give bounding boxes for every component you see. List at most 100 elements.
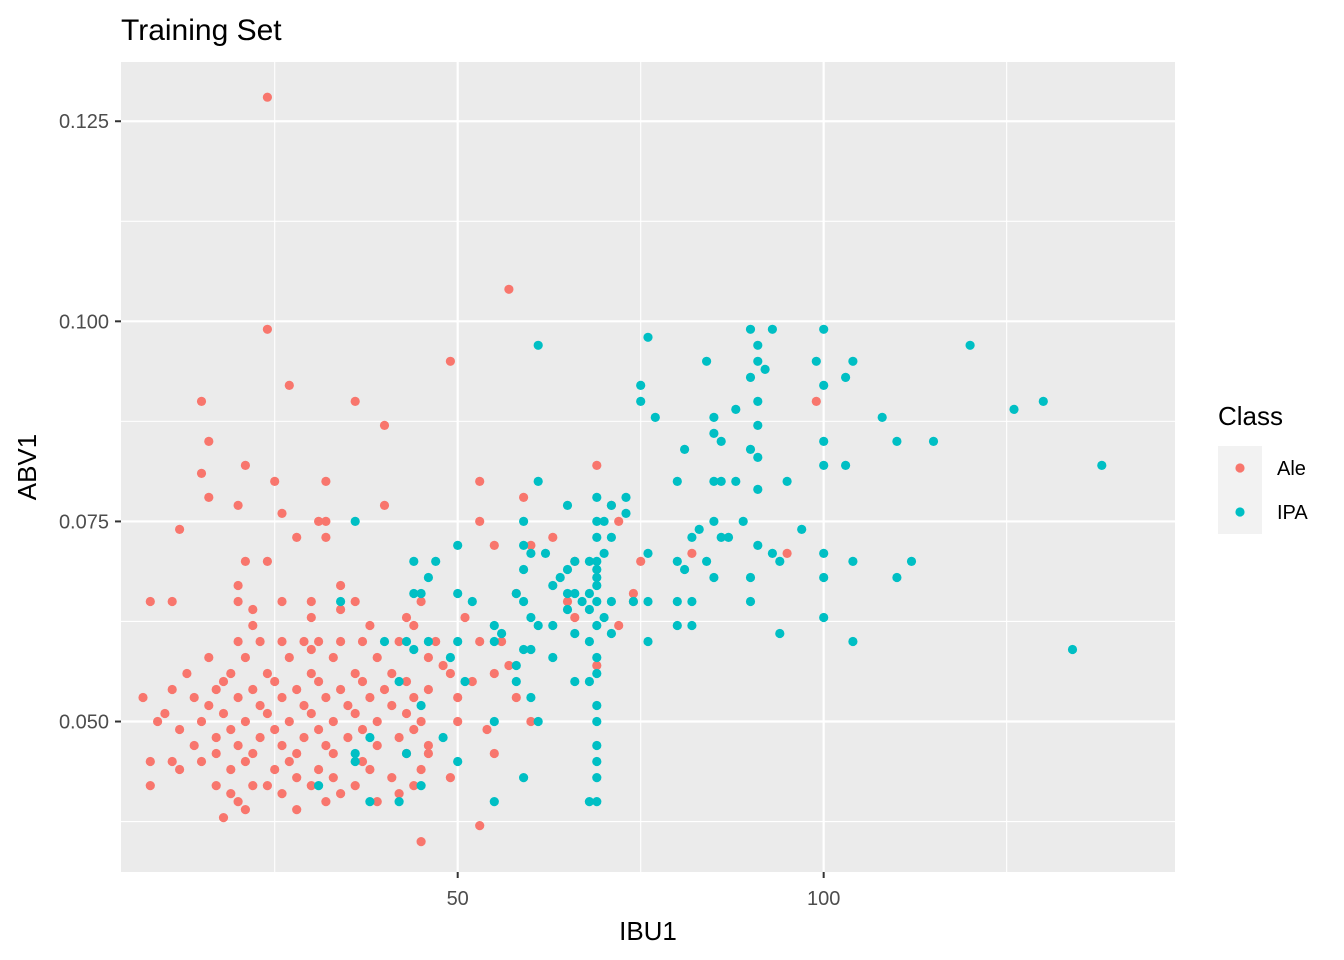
- point-ipa: [592, 556, 602, 567]
- point-ale: [226, 789, 236, 799]
- point-ale: [306, 644, 316, 655]
- point-ale: [636, 556, 646, 567]
- point-ipa: [643, 596, 653, 607]
- point-ipa: [1067, 644, 1078, 655]
- point-ale: [350, 596, 360, 607]
- point-ipa: [584, 604, 595, 615]
- point-ale: [284, 716, 294, 727]
- y-axis-title: ABV1: [12, 434, 42, 501]
- point-ale: [167, 684, 177, 695]
- point-ale: [218, 708, 229, 719]
- point-ale: [321, 476, 331, 486]
- point-ale: [314, 724, 324, 735]
- point-ipa: [592, 700, 602, 711]
- point-ale: [277, 740, 287, 751]
- point-ipa: [819, 436, 829, 446]
- point-ipa: [1097, 460, 1107, 470]
- point-ale: [196, 716, 207, 727]
- point-ale: [196, 468, 207, 478]
- point-ale: [811, 396, 821, 406]
- axes: 50 100 0.050 0.075 0.100 0.125: [59, 111, 840, 910]
- point-ipa: [431, 556, 441, 567]
- point-ale: [460, 612, 470, 623]
- y-tick-label: 0.075: [59, 511, 109, 533]
- point-ale: [240, 716, 250, 727]
- point-ale: [277, 789, 287, 799]
- point-ale: [292, 805, 302, 815]
- point-ipa: [709, 428, 719, 438]
- point-ipa: [350, 748, 360, 759]
- point-ipa: [460, 676, 470, 687]
- point-ipa: [416, 588, 426, 599]
- point-ale: [255, 636, 265, 647]
- point-ale: [240, 556, 250, 567]
- point-ale: [306, 668, 316, 679]
- point-ipa: [723, 532, 734, 543]
- point-ipa: [680, 444, 690, 454]
- point-ale: [248, 781, 258, 791]
- point-ale: [292, 748, 302, 759]
- point-ale: [687, 548, 697, 559]
- point-ipa: [540, 548, 551, 559]
- point-ipa: [753, 396, 763, 406]
- point-ipa: [365, 797, 375, 807]
- point-ipa: [753, 420, 763, 430]
- point-ipa: [1038, 396, 1048, 406]
- point-ipa: [592, 668, 602, 679]
- point-ale: [270, 476, 280, 486]
- point-ale: [570, 612, 580, 623]
- legend-label-ipa: IPA: [1277, 502, 1308, 524]
- point-ale: [160, 708, 170, 719]
- point-ale: [204, 652, 214, 663]
- point-ale: [328, 716, 338, 727]
- point-ale: [277, 636, 287, 647]
- point-ipa: [753, 340, 763, 350]
- point-ipa: [621, 508, 631, 518]
- point-ale: [350, 708, 360, 719]
- point-ipa: [745, 444, 756, 454]
- point-ale: [211, 732, 221, 743]
- point-ipa: [453, 540, 463, 551]
- point-ale: [321, 740, 331, 751]
- point-ale: [431, 636, 441, 647]
- point-ale: [204, 700, 214, 711]
- legend-label-ale: Ale: [1277, 458, 1306, 480]
- point-ipa: [877, 412, 887, 422]
- point-ale: [262, 92, 272, 102]
- point-ale: [343, 700, 353, 711]
- point-ipa: [672, 556, 682, 567]
- point-ale: [233, 692, 243, 703]
- point-ipa: [519, 773, 529, 783]
- point-ale: [409, 620, 419, 631]
- point-ale: [262, 781, 272, 791]
- point-ale: [153, 716, 163, 727]
- point-ale: [306, 781, 316, 791]
- point-ale: [145, 781, 155, 791]
- point-ale: [519, 492, 529, 502]
- point-ale: [328, 773, 338, 783]
- point-ale: [336, 604, 346, 615]
- point-ale: [336, 636, 346, 647]
- point-ale: [416, 764, 426, 775]
- point-ipa: [526, 692, 536, 703]
- point-ale: [401, 708, 412, 719]
- point-ipa: [526, 612, 536, 623]
- point-ipa: [606, 628, 617, 639]
- point-ale: [167, 756, 177, 767]
- point-ale: [204, 492, 214, 502]
- point-ale: [233, 596, 243, 607]
- point-ipa: [592, 492, 602, 502]
- point-ale: [175, 524, 185, 535]
- point-ipa: [709, 476, 719, 486]
- point-ale: [357, 636, 368, 647]
- point-ipa: [745, 372, 756, 382]
- point-ipa: [409, 588, 419, 599]
- point-ipa: [702, 356, 712, 366]
- point-ale: [255, 700, 265, 711]
- point-ale: [314, 676, 324, 687]
- point-ipa: [511, 676, 521, 687]
- point-ipa: [819, 572, 829, 583]
- point-ale: [262, 324, 272, 334]
- point-ale: [526, 716, 536, 727]
- point-ipa: [782, 476, 792, 486]
